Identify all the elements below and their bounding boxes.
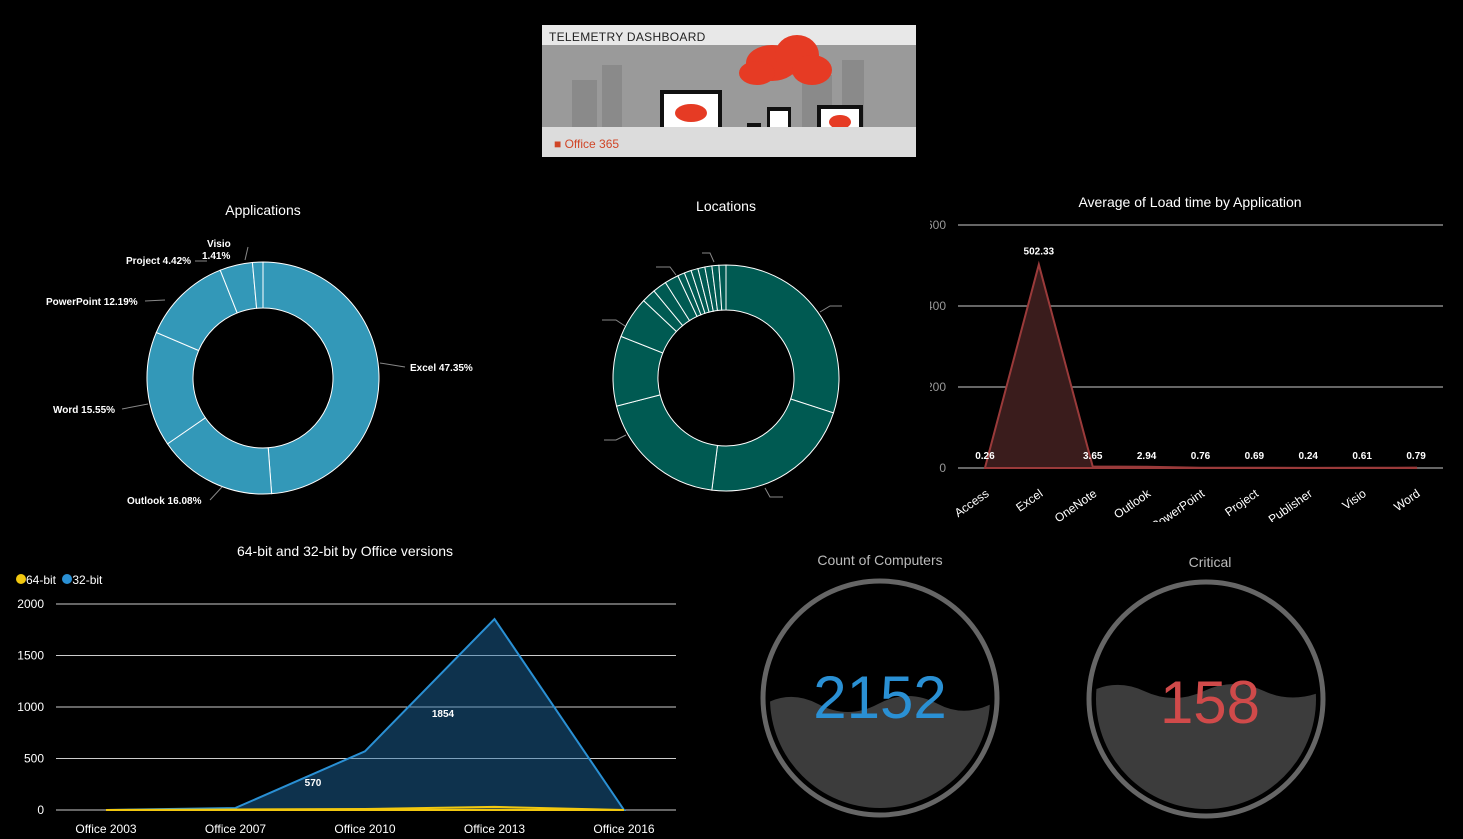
applications-title: Applications <box>225 202 301 218</box>
office-365-logo: ■ Office 365 <box>554 137 620 151</box>
data-label-4: 0.76 <box>1191 451 1211 462</box>
x-tick-word: Word <box>1391 486 1422 514</box>
label-visio: Visio <box>207 239 231 250</box>
legend-32bit-label: 32-bit <box>72 573 103 587</box>
data-label-570: 570 <box>305 778 322 789</box>
x-tick-office-2016: Office 2016 <box>593 822 654 836</box>
data-label-2: 3.65 <box>1083 451 1103 462</box>
y-tick-0: 0 <box>939 461 946 475</box>
label-visio-pct: 1.41% <box>202 251 230 262</box>
x-tick-onenote: OneNote <box>1052 486 1100 522</box>
x-tick-excel: Excel <box>1013 486 1045 514</box>
data-label-1854: 1854 <box>432 709 455 720</box>
load-time-title: Average of Load time by Application <box>1078 194 1302 210</box>
x-tick-project: Project <box>1222 486 1261 519</box>
label-word: Word 15.55% <box>53 405 115 416</box>
count-computers-gauge: 2152 <box>760 578 1000 818</box>
banner-bottom-strip <box>542 127 916 157</box>
x-tick-access: Access <box>952 486 992 520</box>
label-project: Project 4.42% <box>126 256 191 267</box>
y-tick-500: 500 <box>24 752 44 766</box>
y-tick-0: 0 <box>37 803 44 817</box>
data-label-6: 0.24 <box>1299 451 1319 462</box>
x-tick-office-2007: Office 2007 <box>205 822 266 836</box>
y-tick-1500: 1500 <box>17 649 44 663</box>
label-outlook: Outlook 16.08% <box>127 496 202 507</box>
office-versions-legend: 64-bit 32-bit <box>16 573 102 587</box>
y-tick-1000: 1000 <box>17 700 44 714</box>
office-versions-area-chart[interactable]: 0 500 1000 1500 2000 Office 2003 Office 2007 Of… <box>0 590 700 839</box>
data-label-5: 0.69 <box>1245 451 1265 462</box>
critical-value: 158 <box>1160 669 1260 736</box>
office-versions-title: 64-bit and 32-bit by Office versions <box>236 543 454 559</box>
y-tick-200: 200 <box>930 380 946 394</box>
x-tick-outlook: Outlook <box>1111 486 1154 522</box>
critical-title: Critical <box>1188 554 1232 570</box>
x-tick-office-2010: Office 2010 <box>334 822 395 836</box>
x-tick-publisher: Publisher <box>1266 486 1315 522</box>
banner-illustration <box>572 35 870 145</box>
area-64-bit <box>105 805 625 811</box>
locations-slice-1[interactable] <box>711 398 835 492</box>
data-label-3: 2.94 <box>1137 451 1157 462</box>
applications-slice-0[interactable] <box>262 261 380 495</box>
label-excel: Excel 47.35% <box>410 363 473 374</box>
x-tick-office-2003: Office 2003 <box>75 822 136 836</box>
locations-slice-0[interactable] <box>725 264 840 414</box>
critical-gauge: 158 <box>1086 579 1326 819</box>
cloud-icon <box>739 35 832 85</box>
y-tick-400: 400 <box>930 299 946 313</box>
data-label-8: 0.79 <box>1406 451 1426 462</box>
locations-slice-14[interactable] <box>718 264 727 311</box>
dashboard-banner: TELEMETRY DASHBOARD ■ Office 365 <box>542 25 916 157</box>
area-32-bit <box>105 617 626 811</box>
data-label-7: 0.61 <box>1352 451 1372 462</box>
count-computers-value: 2152 <box>813 664 946 731</box>
locations-slice-2[interactable] <box>615 394 719 491</box>
applications-donut-chart[interactable]: Excel 47.35% Outlook 16.08% Word 15.55% … <box>0 225 520 515</box>
label-powerpoint: PowerPoint 12.19% <box>46 297 138 308</box>
y-tick-600: 600 <box>930 218 946 232</box>
count-computers-title: Count of Computers <box>817 552 943 568</box>
applications-slice-5[interactable] <box>251 261 264 309</box>
legend-32bit-dot <box>62 574 73 584</box>
x-tick-office-2013: Office 2013 <box>464 822 525 836</box>
load-time-area <box>983 260 1418 469</box>
legend-64bit-label: 64-bit <box>26 573 57 587</box>
x-tick-powerpoint: PowerPoint <box>1149 486 1208 522</box>
locations-title: Locations <box>696 198 756 214</box>
banner-top-strip <box>542 25 916 45</box>
data-label-1: 502.33 <box>1024 247 1055 258</box>
y-tick-2000: 2000 <box>17 597 44 611</box>
x-tick-visio: Visio <box>1340 486 1369 512</box>
data-label-0: 0.26 <box>975 451 995 462</box>
legend-64bit-dot <box>16 574 26 584</box>
locations-donut-chart[interactable] <box>580 240 900 510</box>
banner-title: TELEMETRY DASHBOARD <box>549 30 706 44</box>
